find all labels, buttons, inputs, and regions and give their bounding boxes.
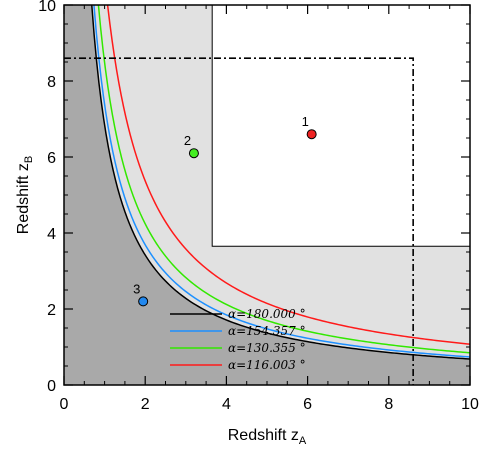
y-tick-label: 4 bbox=[47, 226, 56, 243]
legend-label-4: α=116.003 ° bbox=[228, 358, 306, 372]
series-line-1 bbox=[91, 5, 470, 360]
limit-lines bbox=[211, 5, 470, 247]
point-3 bbox=[138, 296, 149, 307]
y-tick-label: 8 bbox=[47, 74, 56, 91]
series-line-3 bbox=[97, 5, 470, 354]
x-tick-label: 2 bbox=[141, 396, 150, 413]
point-2 bbox=[188, 148, 199, 159]
dash-dot-box bbox=[64, 57, 414, 385]
legend-label-3: α=130.355 ° bbox=[228, 341, 306, 355]
x-tick-label: 8 bbox=[384, 396, 393, 413]
x-tick-label: 10 bbox=[461, 396, 479, 413]
point-label-2: 2 bbox=[184, 133, 191, 148]
x-tick-label: 6 bbox=[303, 396, 312, 413]
series-line-2 bbox=[93, 5, 470, 358]
y-tick-label: 0 bbox=[47, 378, 56, 395]
y-tick-label: 6 bbox=[47, 150, 56, 167]
x-tick-label: 0 bbox=[60, 396, 69, 413]
y-tick-label: 2 bbox=[47, 302, 56, 319]
legend-label-1: α=180.000 ° bbox=[228, 307, 306, 321]
x-axis-label: Redshift zA bbox=[228, 427, 307, 447]
point-label-1: 1 bbox=[302, 114, 309, 129]
x-tick-label: 4 bbox=[222, 396, 231, 413]
series-line-4 bbox=[106, 5, 470, 345]
legend: α=180.000 ° α=154.357 ° α=130.355 ° α=116.0… bbox=[170, 307, 306, 372]
point-1 bbox=[306, 129, 317, 140]
dark-shaded-region bbox=[64, 5, 470, 385]
y-tick-label: 10 bbox=[38, 0, 56, 15]
point-label-3: 3 bbox=[133, 281, 140, 296]
legend-label-2: α=154.357 ° bbox=[228, 324, 306, 338]
y-axis-label: Redshift zB bbox=[15, 156, 35, 234]
